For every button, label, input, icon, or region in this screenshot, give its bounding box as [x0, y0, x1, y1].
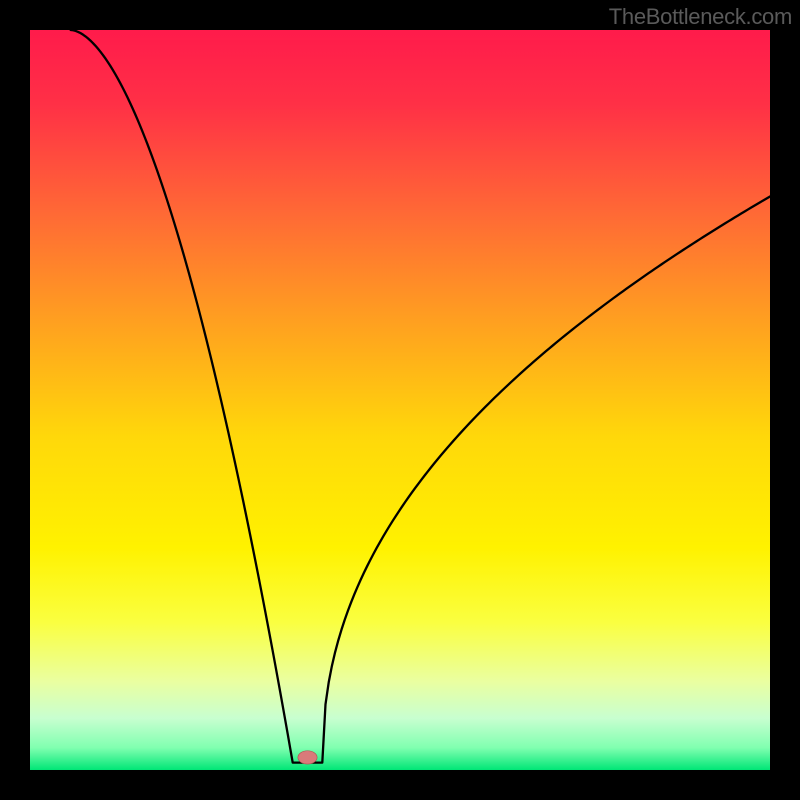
gradient-background [30, 30, 770, 770]
chart-container: TheBottleneck.com [0, 0, 800, 800]
plot-area [30, 30, 770, 770]
watermark-text: TheBottleneck.com [609, 4, 792, 30]
optimum-marker [298, 751, 317, 764]
chart-svg [30, 30, 770, 770]
